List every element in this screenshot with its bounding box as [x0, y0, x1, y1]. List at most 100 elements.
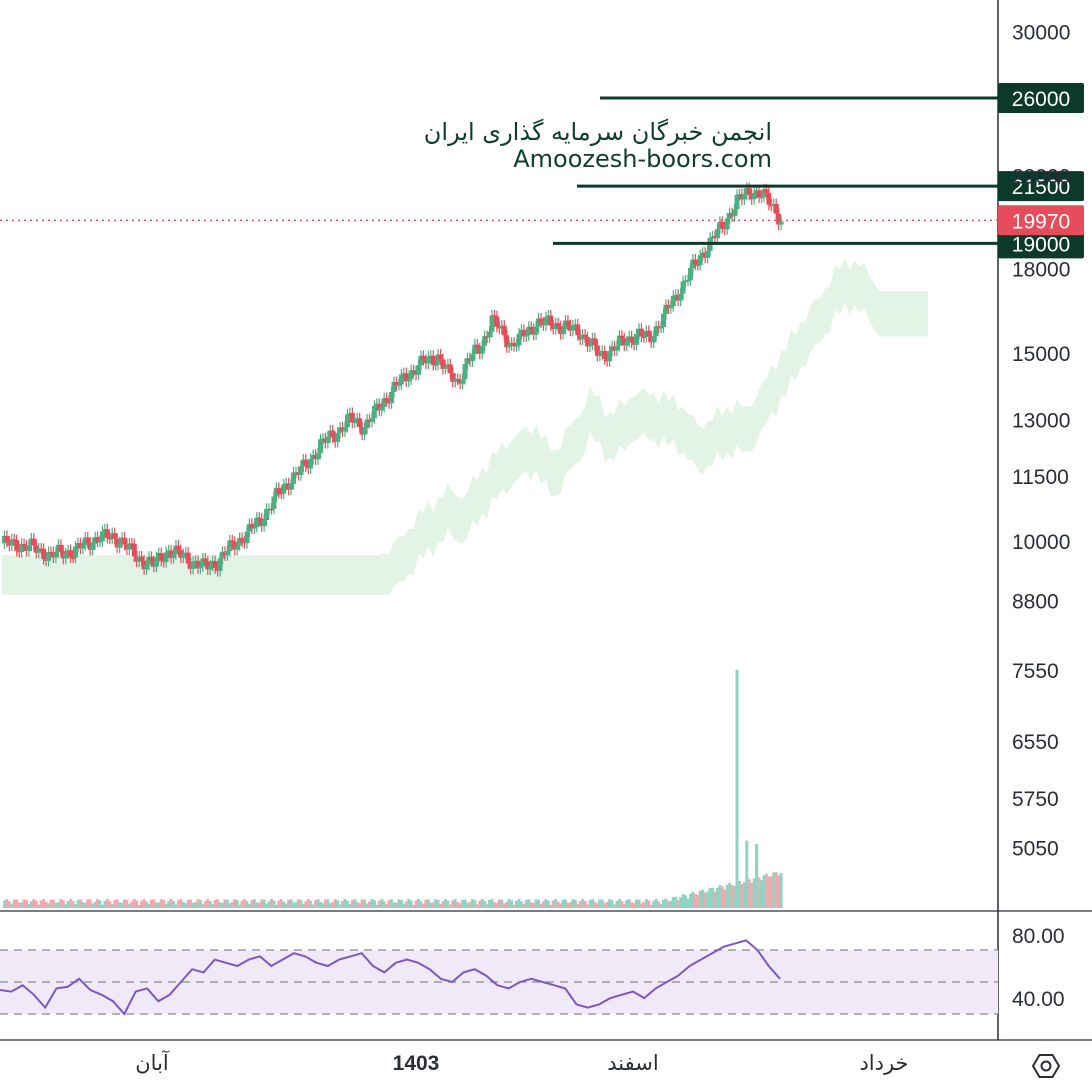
volume-bar [436, 899, 440, 908]
last-price-label: 19970 [1012, 210, 1070, 233]
level-tag [998, 228, 1084, 259]
volume-bar [417, 899, 420, 908]
volume-bar [421, 903, 425, 908]
candle-body [122, 537, 127, 545]
volume-bar [475, 904, 479, 908]
volume-bar [198, 900, 202, 908]
volume-bar [456, 901, 460, 908]
volume-bar [431, 902, 435, 908]
volume-bar [76, 900, 80, 908]
candle-body [190, 561, 196, 569]
volume-bar [81, 902, 85, 908]
volume-bar [507, 899, 511, 908]
volume-bar [59, 899, 63, 908]
volume-bar [510, 900, 514, 908]
candle-body [472, 344, 478, 355]
volume-bar [233, 899, 237, 908]
volume-bar [657, 901, 661, 908]
volume-bar [752, 878, 756, 908]
volume-bar [733, 885, 737, 908]
time-label-esfand: اسفند [607, 1052, 658, 1075]
volume-bar [230, 901, 234, 908]
candle-body [104, 529, 110, 538]
volume-bar [581, 899, 585, 908]
volume-bar [429, 902, 433, 908]
volume-bar [382, 901, 386, 908]
volume-bar [323, 899, 327, 908]
volume-bar [595, 903, 599, 908]
volume-bar [189, 899, 193, 908]
volume-bar [698, 890, 702, 908]
candle-body [560, 329, 566, 335]
candle-body [381, 398, 387, 407]
candle-body [369, 418, 375, 422]
volume-bar [196, 899, 200, 908]
candle-body [344, 414, 350, 428]
volume-bar [218, 902, 222, 908]
volume-bar [409, 900, 413, 908]
volume-bar [573, 899, 577, 908]
volume-bar [343, 899, 347, 908]
volume-bar [32, 899, 36, 908]
candle-body [734, 194, 740, 210]
candle-body [587, 344, 593, 347]
candle-body [695, 264, 701, 266]
volume-bar [686, 898, 690, 908]
volume-bar [588, 900, 592, 908]
candle-body [501, 325, 507, 336]
volume-bar [238, 904, 242, 908]
candle-body [416, 365, 421, 375]
volume-bar [186, 899, 190, 908]
volume-bar [103, 900, 107, 908]
volume-bar [292, 902, 296, 908]
volume-bar [304, 901, 308, 908]
volume-bar [336, 900, 340, 908]
volume-bar [316, 899, 320, 908]
price-tick: 8800 [1012, 590, 1059, 613]
volume-bar [147, 903, 151, 908]
candle-body [408, 370, 414, 380]
volume-bar [561, 899, 565, 908]
volume-bar [461, 899, 465, 908]
candle-body [653, 326, 659, 337]
candle-body [668, 306, 674, 309]
volume-tick: 7550 [1012, 660, 1059, 683]
volume-bar [764, 873, 768, 908]
volume-bar [478, 900, 482, 908]
rsi-band [0, 950, 998, 1014]
volume-bar [490, 899, 494, 908]
candle-body [634, 333, 640, 345]
candle-body [528, 326, 534, 330]
time-label-khordad: خرداد [859, 1052, 908, 1075]
candle-body [763, 189, 769, 193]
volume-bar [441, 901, 445, 908]
volume-bar [708, 887, 712, 908]
volume-bar [446, 900, 450, 908]
volume-bar [213, 900, 217, 908]
candle-body [178, 550, 184, 558]
candle-body [393, 381, 399, 385]
volume-bar [512, 904, 516, 908]
volume-bar [679, 897, 683, 908]
volume-bar [598, 899, 602, 908]
volume-bar [774, 872, 778, 908]
candle-body [357, 418, 363, 428]
candle-body [379, 406, 385, 411]
level-tag [998, 171, 1084, 202]
volume-bar [243, 899, 247, 908]
volume-bar [605, 901, 609, 908]
volume-bar [458, 903, 462, 908]
volume-bar [603, 903, 607, 908]
volume-bar [769, 876, 773, 908]
candle-body [95, 537, 101, 542]
settings-hexagon-icon[interactable] [1031, 1054, 1061, 1078]
candle-body [506, 345, 512, 348]
volume-bar [527, 899, 531, 908]
volume-bar [532, 902, 536, 908]
candle-body [597, 354, 603, 357]
candle-body [325, 436, 331, 443]
volume-bar [142, 899, 146, 908]
price-tick: 15000 [1012, 343, 1070, 366]
